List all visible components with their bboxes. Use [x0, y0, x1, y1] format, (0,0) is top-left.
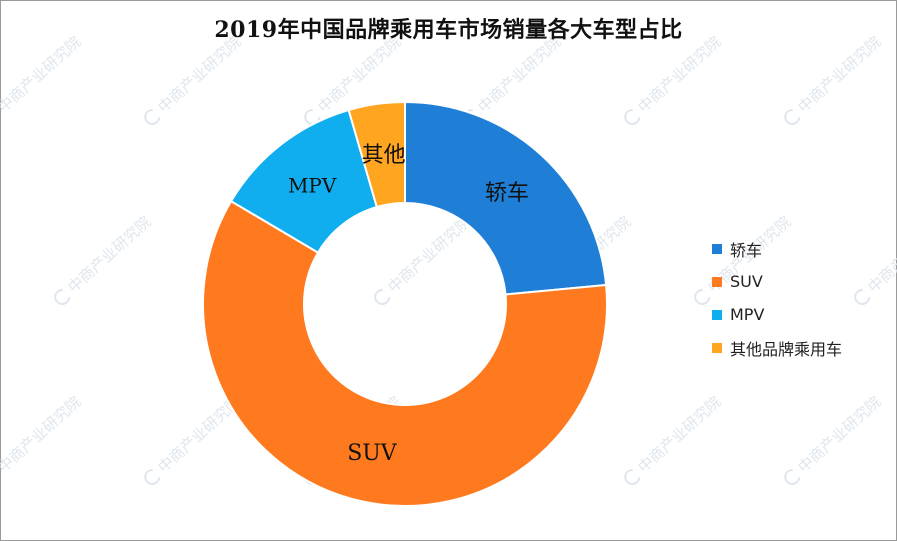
slice-label-sedan: 轿车 — [485, 181, 529, 206]
legend-swatch — [712, 309, 722, 320]
slice-suv — [202, 199, 608, 507]
slice-other — [347, 100, 406, 209]
legend-label: SUV — [730, 272, 763, 291]
legend-item-mpv: MPV — [712, 298, 842, 331]
legend-label: 其他品牌乘用车 — [730, 339, 843, 359]
slice-label-mpv: MPV — [288, 173, 337, 197]
legend-item-sedan: 轿车 — [712, 232, 842, 265]
slice-label-other: 其他 — [362, 143, 406, 168]
legend-item-suv: SUV — [712, 265, 842, 298]
slice-sedan — [404, 100, 608, 296]
chart-title: 2019年中国品牌乘用车市场销量各大车型占比 — [214, 17, 683, 43]
legend-item-other: 其他品牌乘用车 — [712, 331, 842, 364]
legend-swatch — [712, 243, 722, 254]
legend-label: 轿车 — [730, 240, 763, 260]
legend-swatch — [712, 276, 722, 287]
slice-label-suv: SUV — [347, 441, 398, 466]
legend-swatch — [712, 342, 722, 353]
chart-legend: 轿车 SUV MPV 其他品牌乘用车 — [712, 232, 842, 364]
legend-label: MPV — [730, 305, 765, 324]
